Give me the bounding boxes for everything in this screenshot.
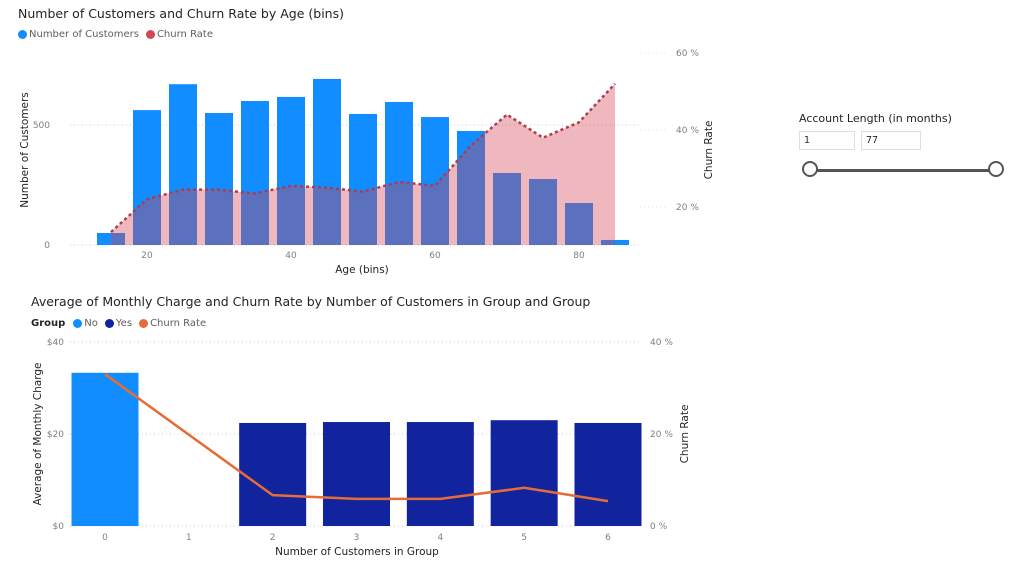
legend-dot-yes bbox=[104, 319, 114, 328]
legend-dot-churn bbox=[145, 30, 155, 39]
legend-item-churn-rate[interactable]: Churn Rate bbox=[139, 318, 206, 329]
x-tick-label: 4 bbox=[437, 533, 443, 543]
account-length-slicer: Account Length (in months) 1 77 bbox=[790, 112, 1020, 192]
bar-customers bbox=[133, 110, 161, 246]
bar-customers bbox=[241, 101, 269, 245]
legend-label-yes: Yes bbox=[115, 318, 133, 329]
bar-customers bbox=[529, 179, 557, 245]
x-tick-label: 6 bbox=[605, 533, 611, 543]
bar-customers bbox=[97, 233, 125, 245]
legend-item-customers[interactable]: Number of Customers bbox=[18, 29, 139, 40]
legend-label-churn-rate: Churn Rate bbox=[150, 318, 207, 329]
x-tick-label: 0 bbox=[102, 533, 108, 543]
legend-label-no: No bbox=[84, 318, 98, 329]
bar-yes bbox=[239, 422, 307, 526]
x-axis-title: Number of Customers in Group bbox=[275, 546, 439, 558]
bar-customers bbox=[277, 96, 305, 245]
churn-line bbox=[110, 82, 616, 233]
x-tick-label: 2 bbox=[270, 533, 276, 543]
legend-label-customers: Number of Customers bbox=[29, 29, 139, 40]
x-tick-label: 60 bbox=[429, 251, 441, 261]
y-tick-label: 500 bbox=[33, 121, 50, 131]
churn-rate-line bbox=[104, 373, 609, 503]
legend-dot-churn-rate bbox=[139, 319, 149, 328]
legend-dot-no bbox=[73, 319, 83, 328]
legend-item-yes[interactable]: Yes bbox=[104, 318, 133, 329]
bar-yes bbox=[490, 420, 558, 526]
y2-tick-label: 0 % bbox=[650, 522, 668, 532]
bar-yes bbox=[406, 422, 474, 526]
x-tick-label: 3 bbox=[354, 533, 360, 543]
age-churn-chart: 0 500 20 % 40 % 60 % 20 40 60 80 Age (bins) Number… bbox=[19, 49, 715, 276]
legend-title-group: Group bbox=[31, 318, 66, 329]
y-tick-label: $40 bbox=[47, 338, 64, 348]
y2-tick-label: 40 % bbox=[676, 126, 699, 136]
x-tick-label: 1 bbox=[186, 533, 192, 543]
y-axis-title: Average of Monthly Charge bbox=[32, 363, 44, 506]
y2-tick-label: 40 % bbox=[650, 338, 673, 348]
x-tick-label: 40 bbox=[285, 251, 297, 261]
bar-customers bbox=[493, 173, 521, 245]
churn-area bbox=[111, 83, 615, 245]
y-axis-title: Number of Customers bbox=[19, 92, 31, 207]
bar-customers bbox=[457, 131, 485, 245]
chart2-title: Average of Monthly Charge and Churn Rate… bbox=[31, 294, 591, 309]
x-tick-label: 5 bbox=[521, 533, 527, 543]
legend-item-no[interactable]: No bbox=[73, 318, 98, 329]
x-tick-label: 20 bbox=[141, 251, 153, 261]
chart2-legend: Group No Yes Churn Rate bbox=[31, 318, 209, 329]
slicer-max-handle[interactable] bbox=[988, 161, 1004, 177]
y2-axis-title: Churn Rate bbox=[679, 405, 691, 464]
y-tick-label: $20 bbox=[47, 430, 64, 440]
y2-axis-title: Churn Rate bbox=[703, 121, 715, 180]
legend-label-churn: Churn Rate bbox=[156, 29, 213, 40]
bar-customers bbox=[601, 239, 629, 245]
y-tick-label: $0 bbox=[53, 522, 65, 532]
bar-no bbox=[71, 372, 139, 526]
y-tick-label: 0 bbox=[44, 241, 50, 251]
chart1-legend: Number of Customers Churn Rate bbox=[18, 29, 216, 40]
slicer-min-input[interactable]: 1 bbox=[799, 131, 855, 150]
y2-tick-label: 20 % bbox=[676, 203, 699, 213]
bar-yes bbox=[574, 422, 642, 526]
x-axis-title: Age (bins) bbox=[335, 264, 389, 276]
slicer-title: Account Length (in months) bbox=[799, 112, 952, 125]
y2-tick-label: 60 % bbox=[676, 49, 699, 59]
bar-customers bbox=[385, 101, 413, 246]
chart1-title: Number of Customers and Churn Rate by Ag… bbox=[18, 6, 344, 21]
bar-customers bbox=[565, 203, 593, 245]
bar-customers bbox=[313, 78, 341, 245]
bar-customers bbox=[169, 84, 197, 245]
y2-tick-label: 20 % bbox=[650, 430, 673, 440]
bar-customers bbox=[205, 113, 233, 245]
bar-customers bbox=[349, 113, 377, 246]
slicer-max-input[interactable]: 77 bbox=[861, 131, 921, 150]
bar-yes bbox=[323, 422, 390, 526]
bar-customers bbox=[421, 117, 449, 245]
legend-item-churn[interactable]: Churn Rate bbox=[145, 29, 213, 40]
slicer-min-handle[interactable] bbox=[802, 161, 818, 177]
slicer-track[interactable] bbox=[810, 169, 996, 172]
legend-dot-customers bbox=[18, 30, 27, 39]
x-tick-label: 80 bbox=[573, 251, 585, 261]
